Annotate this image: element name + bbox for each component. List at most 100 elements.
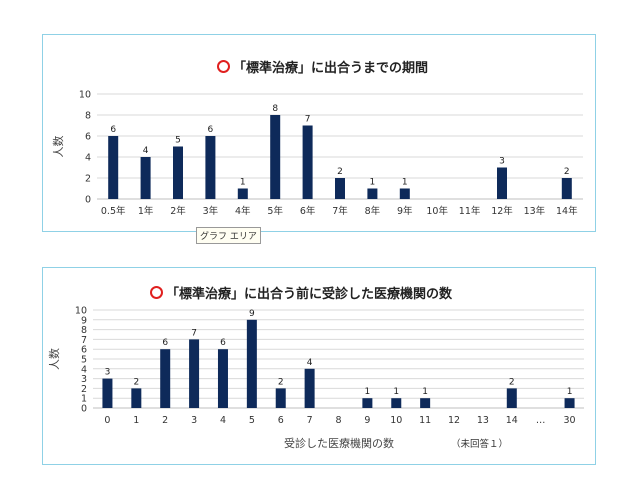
y-tick-label: 10: [79, 90, 91, 101]
x-tick-label: 6年: [300, 205, 316, 217]
data-label: 1: [422, 387, 428, 397]
y-tick-label: 0: [81, 404, 87, 415]
data-label: 6: [208, 125, 214, 135]
y-tick-label: 0: [85, 195, 91, 206]
chart-note: （未回答１）: [451, 438, 508, 450]
data-label: 4: [307, 358, 313, 368]
x-axis-title: 受診した医療機関の数: [284, 436, 394, 450]
x-tick-label: 14年: [556, 205, 578, 217]
bar: [131, 388, 142, 408]
data-label: 6: [220, 338, 226, 348]
x-tick-label: 5年: [267, 205, 283, 217]
x-tick-label: 1年: [138, 205, 154, 217]
bar: [189, 339, 200, 408]
chart-area-tooltip: グラフ エリア: [196, 227, 261, 244]
bar: [497, 167, 507, 199]
red-circle-icon: [217, 60, 230, 73]
x-tick-label: 8: [335, 415, 341, 426]
y-tick-label: 4: [85, 153, 91, 164]
data-label: 1: [240, 178, 246, 188]
y-tick-label: 8: [85, 111, 91, 122]
y-tick-label: 6: [81, 345, 87, 356]
bar: [399, 188, 410, 199]
data-label: 1: [567, 387, 573, 397]
bar: [506, 388, 517, 408]
y-tick-label: 7: [81, 335, 87, 346]
x-tick-label: 11: [419, 415, 431, 426]
y-tick-label: 8: [81, 325, 87, 336]
x-tick-label: 5: [249, 415, 255, 426]
data-label: 1: [370, 178, 376, 188]
y-tick-label: 6: [85, 132, 91, 143]
x-tick-label: 12年: [491, 205, 513, 217]
x-tick-label: 10: [390, 415, 402, 426]
x-tick-label: 9: [364, 415, 370, 426]
data-label: 2: [278, 377, 284, 387]
y-tick-label: 2: [85, 174, 91, 185]
bar: [205, 136, 216, 199]
y-tick-label: 10: [75, 306, 87, 317]
x-tick-label: 4: [220, 415, 226, 426]
x-tick-label: 7年: [332, 205, 348, 217]
data-label: 8: [272, 104, 278, 114]
x-tick-label: 3: [191, 415, 197, 426]
data-label: 2: [564, 167, 570, 177]
x-tick-label: 6: [278, 415, 284, 426]
data-label: 1: [402, 178, 408, 188]
bar: [367, 188, 378, 199]
chart-title-facilities: 「標準治療」に出合う前に受診した医療機関の数: [150, 283, 452, 302]
x-tick-label: …: [536, 415, 546, 426]
bar: [160, 349, 171, 408]
x-tick-label: 3年: [203, 205, 219, 217]
x-tick-label: 11年: [459, 205, 481, 217]
y-tick-label: 1: [81, 394, 87, 405]
bar: [270, 115, 281, 199]
data-label: 6: [110, 125, 116, 135]
x-tick-label: 10年: [426, 205, 448, 217]
x-tick-label: 8年: [365, 205, 381, 217]
data-label: 1: [393, 387, 399, 397]
bar: [140, 157, 151, 199]
bar: [391, 398, 402, 408]
bar: [275, 388, 286, 408]
bar: [237, 188, 248, 199]
bar: [302, 125, 313, 199]
data-label: 3: [499, 157, 505, 167]
data-label: 3: [105, 368, 111, 378]
data-label: 4: [143, 146, 149, 156]
data-label: 6: [162, 338, 168, 348]
x-tick-label: 2年: [170, 205, 186, 217]
bar: [362, 398, 373, 408]
bar: [246, 319, 257, 408]
red-circle-icon: [150, 286, 163, 299]
x-tick-label: 30: [564, 415, 576, 426]
y-axis-title: 人数: [48, 348, 61, 370]
x-tick-label: 12: [448, 415, 460, 426]
bar: [108, 136, 119, 199]
x-tick-label: 13: [477, 415, 489, 426]
bar: [420, 398, 431, 408]
bar: [217, 349, 228, 408]
chart-panel-facilities: [42, 267, 596, 465]
data-label: 2: [133, 377, 139, 387]
chart-title-duration: 「標準治療」に出合うまでの期間: [217, 57, 428, 76]
bar: [561, 178, 572, 199]
y-tick-label: 5: [81, 355, 87, 366]
bar: [564, 398, 575, 408]
data-label: 7: [191, 328, 197, 338]
y-tick-label: 2: [81, 384, 87, 395]
x-tick-label: 1: [133, 415, 139, 426]
data-label: 2: [337, 167, 343, 177]
data-label: 9: [249, 309, 255, 319]
bar: [335, 178, 345, 199]
bar: [102, 378, 113, 408]
x-tick-label: 0: [104, 415, 110, 426]
y-tick-label: 3: [81, 374, 87, 385]
data-label: 2: [509, 377, 515, 387]
data-label: 7: [305, 115, 311, 125]
data-label: 1: [365, 387, 371, 397]
x-tick-label: 0.5年: [101, 205, 126, 217]
y-axis-title: 人数: [52, 136, 65, 158]
